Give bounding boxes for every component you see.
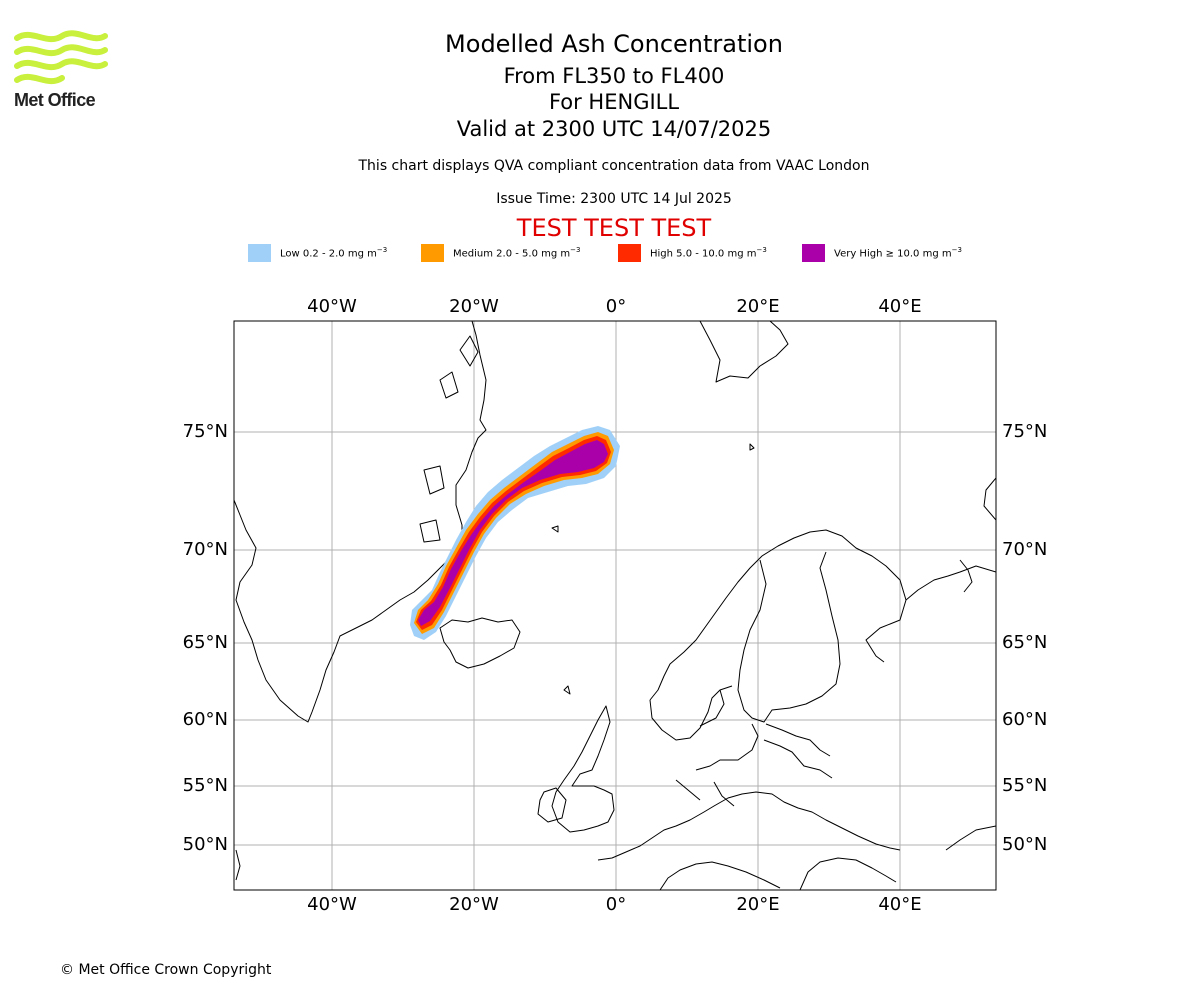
met-office-logo: Met Office xyxy=(14,30,109,112)
legend-swatch-high xyxy=(618,244,641,262)
plume-very-high xyxy=(418,440,608,626)
lat-label-60n-left: 60°N xyxy=(183,709,228,730)
location-name: For HENGILL xyxy=(548,90,680,114)
map-frame xyxy=(233,320,997,891)
valid-time: Valid at 2300 UTC 14/07/2025 xyxy=(456,117,772,141)
latitude-labels-right: 75°N 70°N 65°N 60°N 55°N 50°N xyxy=(1002,421,1047,855)
lat-label-70n-right: 70°N xyxy=(1002,539,1047,560)
lon-label-40e-top: 40°E xyxy=(878,296,921,317)
lat-label-60n-right: 60°N xyxy=(1002,709,1047,730)
met-office-waves-icon xyxy=(14,30,108,85)
issue-time: Issue Time: 2300 UTC 14 Jul 2025 xyxy=(496,191,732,207)
lat-label-55n-right: 55°N xyxy=(1002,775,1047,796)
concentration-legend: Low 0.2 - 2.0 mg m−3 Medium 2.0 - 5.0 mg… xyxy=(0,244,1200,264)
legend-item-very-high: Very High ≥ 10.0 mg m−3 xyxy=(802,244,962,262)
longitude-labels-top: 40°W 20°W 0° 20°E 40°E xyxy=(307,296,921,317)
lat-label-70n-left: 70°N xyxy=(183,539,228,560)
chart-title: Modelled Ash Concentration xyxy=(445,30,783,58)
lon-label-0-bottom: 0° xyxy=(606,894,626,915)
legend-item-low: Low 0.2 - 2.0 mg m−3 xyxy=(248,244,387,262)
latitude-labels-left: 75°N 70°N 65°N 60°N 55°N 50°N xyxy=(183,421,228,855)
legend-label-medium: Medium 2.0 - 5.0 mg m xyxy=(453,248,571,260)
copyright-footer: © Met Office Crown Copyright xyxy=(60,962,272,978)
lon-label-20e-top: 20°E xyxy=(736,296,779,317)
scandinavia-coast xyxy=(649,529,907,701)
flight-levels: From FL350 to FL400 xyxy=(503,64,725,88)
lat-label-50n-left: 50°N xyxy=(183,834,228,855)
legend-item-high: High 5.0 - 10.0 mg m−3 xyxy=(618,244,767,262)
lat-label-75n-right: 75°N xyxy=(1002,421,1047,442)
lat-label-75n-left: 75°N xyxy=(183,421,228,442)
chart-description: This chart displays QVA compliant concen… xyxy=(358,158,870,174)
lat-label-50n-right: 50°N xyxy=(1002,834,1047,855)
legend-swatch-very-high xyxy=(802,244,825,262)
iceland-coast xyxy=(439,617,521,669)
uk-coast xyxy=(551,705,615,833)
legend-swatch-low xyxy=(248,244,271,262)
lon-label-20e-bottom: 20°E xyxy=(736,894,779,915)
legend-label-low: Low 0.2 - 2.0 mg m xyxy=(280,248,377,260)
longitude-labels-bottom: 40°W 20°W 0° 20°E 40°E xyxy=(307,894,921,915)
coastlines xyxy=(234,321,996,890)
legend-item-medium: Medium 2.0 - 5.0 mg m−3 xyxy=(421,244,580,262)
legend-label-high: High 5.0 - 10.0 mg m xyxy=(650,248,757,260)
test-banner: TEST TEST TEST xyxy=(516,214,712,242)
lat-label-65n-right: 65°N xyxy=(1002,632,1047,653)
lon-label-0-top: 0° xyxy=(606,296,626,317)
legend-label-very-high: Very High ≥ 10.0 mg m xyxy=(834,248,952,260)
lon-label-40w-top: 40°W xyxy=(307,296,357,317)
lon-label-40e-bottom: 40°E xyxy=(878,894,921,915)
lon-label-20w-top: 20°W xyxy=(449,296,499,317)
greenland-coast xyxy=(234,321,487,723)
lat-label-65n-left: 65°N xyxy=(183,632,228,653)
ash-plume xyxy=(410,426,620,640)
graticule xyxy=(234,321,996,890)
lon-label-20w-bottom: 20°W xyxy=(449,894,499,915)
met-office-wordmark: Met Office xyxy=(14,90,96,110)
legend-swatch-medium xyxy=(421,244,444,262)
lon-label-40w-bottom: 40°W xyxy=(307,894,357,915)
lat-label-55n-left: 55°N xyxy=(183,775,228,796)
